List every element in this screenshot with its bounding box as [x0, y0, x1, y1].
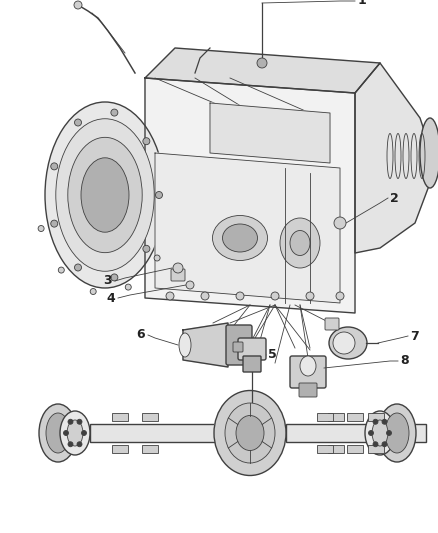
- FancyBboxPatch shape: [142, 445, 158, 453]
- Circle shape: [166, 292, 174, 300]
- Circle shape: [125, 284, 131, 290]
- Ellipse shape: [280, 218, 320, 268]
- Circle shape: [173, 263, 183, 273]
- Circle shape: [336, 292, 344, 300]
- Circle shape: [111, 109, 118, 116]
- Text: 7: 7: [410, 329, 419, 343]
- FancyBboxPatch shape: [347, 445, 363, 453]
- Ellipse shape: [329, 327, 367, 359]
- Text: 4: 4: [106, 292, 115, 304]
- Polygon shape: [145, 48, 380, 93]
- FancyBboxPatch shape: [171, 269, 185, 281]
- Circle shape: [77, 442, 82, 447]
- Ellipse shape: [365, 411, 395, 455]
- Ellipse shape: [385, 413, 409, 453]
- Ellipse shape: [60, 411, 90, 455]
- Ellipse shape: [67, 420, 83, 446]
- Text: 3: 3: [103, 274, 112, 287]
- Ellipse shape: [39, 404, 77, 462]
- FancyBboxPatch shape: [226, 325, 252, 365]
- FancyBboxPatch shape: [112, 445, 128, 453]
- Bar: [90, 424, 230, 442]
- FancyBboxPatch shape: [328, 413, 344, 421]
- Polygon shape: [210, 103, 330, 163]
- Ellipse shape: [420, 118, 438, 188]
- Circle shape: [51, 220, 58, 227]
- Ellipse shape: [236, 416, 264, 450]
- FancyBboxPatch shape: [112, 413, 128, 421]
- Circle shape: [306, 292, 314, 300]
- Ellipse shape: [214, 391, 286, 475]
- Text: 5: 5: [268, 349, 277, 361]
- Ellipse shape: [372, 420, 388, 446]
- Circle shape: [236, 292, 244, 300]
- Ellipse shape: [179, 333, 191, 357]
- Circle shape: [154, 255, 160, 261]
- Bar: [286, 424, 426, 442]
- FancyBboxPatch shape: [243, 356, 261, 372]
- Ellipse shape: [378, 404, 416, 462]
- Circle shape: [38, 225, 44, 231]
- Text: 2: 2: [390, 191, 399, 205]
- Text: 1: 1: [358, 0, 367, 7]
- Ellipse shape: [81, 158, 129, 232]
- Circle shape: [186, 281, 194, 289]
- Circle shape: [64, 431, 68, 435]
- Circle shape: [201, 292, 209, 300]
- Circle shape: [51, 163, 58, 170]
- Circle shape: [77, 419, 82, 424]
- Circle shape: [111, 274, 118, 281]
- FancyBboxPatch shape: [142, 413, 158, 421]
- Ellipse shape: [56, 119, 154, 271]
- Ellipse shape: [300, 356, 316, 376]
- Circle shape: [382, 442, 387, 447]
- Ellipse shape: [212, 215, 268, 261]
- Ellipse shape: [68, 138, 142, 253]
- Circle shape: [373, 442, 378, 447]
- Ellipse shape: [290, 230, 310, 255]
- FancyBboxPatch shape: [238, 338, 266, 360]
- FancyBboxPatch shape: [233, 342, 243, 352]
- Circle shape: [257, 58, 267, 68]
- Circle shape: [90, 288, 96, 295]
- FancyBboxPatch shape: [290, 356, 326, 388]
- Circle shape: [68, 419, 73, 424]
- Text: 6: 6: [136, 328, 145, 342]
- Bar: [214, 424, 230, 442]
- Ellipse shape: [333, 332, 355, 354]
- Circle shape: [334, 217, 346, 229]
- Circle shape: [143, 138, 150, 144]
- Polygon shape: [155, 153, 340, 303]
- FancyBboxPatch shape: [317, 413, 333, 421]
- Circle shape: [74, 264, 81, 271]
- Text: 8: 8: [400, 354, 409, 367]
- Polygon shape: [355, 63, 430, 253]
- FancyBboxPatch shape: [317, 445, 333, 453]
- Circle shape: [143, 245, 150, 252]
- Polygon shape: [183, 323, 228, 367]
- Circle shape: [386, 431, 392, 435]
- Circle shape: [58, 267, 64, 273]
- Circle shape: [271, 292, 279, 300]
- FancyBboxPatch shape: [299, 383, 317, 397]
- FancyBboxPatch shape: [368, 445, 384, 453]
- Ellipse shape: [223, 224, 258, 252]
- Polygon shape: [145, 78, 355, 313]
- Circle shape: [155, 191, 162, 198]
- Circle shape: [382, 419, 387, 424]
- FancyBboxPatch shape: [325, 318, 339, 330]
- Ellipse shape: [225, 403, 275, 463]
- Circle shape: [368, 431, 374, 435]
- FancyBboxPatch shape: [368, 413, 384, 421]
- Ellipse shape: [45, 102, 165, 288]
- Circle shape: [74, 1, 82, 9]
- Ellipse shape: [46, 413, 70, 453]
- FancyBboxPatch shape: [328, 445, 344, 453]
- FancyBboxPatch shape: [347, 413, 363, 421]
- Circle shape: [74, 119, 81, 126]
- Circle shape: [373, 419, 378, 424]
- Circle shape: [68, 442, 73, 447]
- Circle shape: [81, 431, 86, 435]
